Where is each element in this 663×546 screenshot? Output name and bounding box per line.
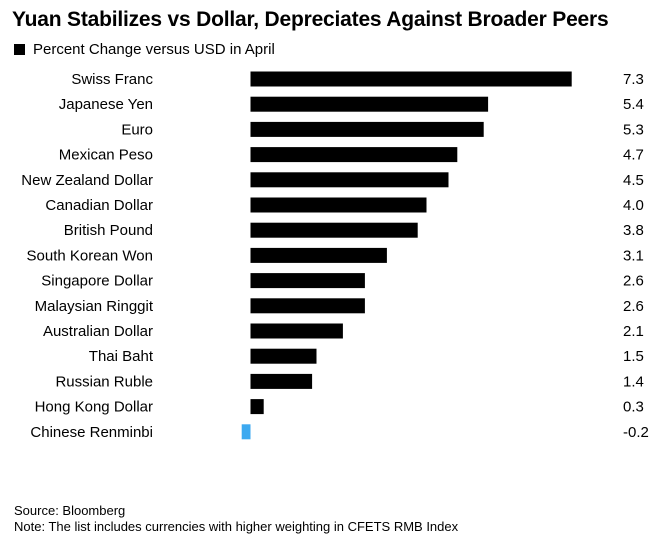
value-label-singapore-dollar: 2.6 [623, 273, 644, 290]
bar-japanese-yen [250, 96, 489, 112]
bar-singapore-dollar [250, 273, 365, 289]
category-label-russian-ruble: Russian Ruble [55, 373, 153, 390]
category-label-japanese-yen: Japanese Yen [59, 96, 153, 113]
bar-russian-ruble [250, 373, 313, 389]
value-label-japanese-yen: 5.4 [623, 96, 644, 113]
bar-south-korean-won [250, 247, 387, 263]
bar-euro [250, 121, 484, 137]
value-label-new-zealand-dollar: 4.5 [623, 172, 644, 189]
bar-swiss-franc [250, 71, 572, 87]
bar-thai-baht [250, 348, 317, 364]
category-label-british-pound: British Pound [64, 222, 153, 239]
value-label-euro: 5.3 [623, 121, 644, 138]
value-label-malaysian-ringgit: 2.6 [623, 298, 644, 315]
bar-hong-kong-dollar [250, 399, 264, 415]
source-note: Source: Bloomberg [14, 503, 126, 518]
category-label-singapore-dollar: Singapore Dollar [41, 273, 153, 290]
bar-australian-dollar [250, 323, 343, 339]
category-label-australian-dollar: Australian Dollar [43, 323, 153, 340]
bar-british-pound [250, 222, 418, 238]
category-label-canadian-dollar: Canadian Dollar [45, 197, 153, 214]
value-label-hong-kong-dollar: 0.3 [623, 399, 644, 416]
legend-label: Percent Change versus USD in April [33, 41, 275, 58]
category-label-swiss-franc: Swiss Franc [71, 71, 153, 88]
value-label-swiss-franc: 7.3 [623, 71, 644, 88]
legend: Percent Change versus USD in April [14, 41, 275, 58]
bar-new-zealand-dollar [250, 172, 449, 188]
chart-title: Yuan Stabilizes vs Dollar, Depreciates A… [12, 8, 609, 31]
value-label-chinese-renminbi: -0.2 [623, 424, 649, 441]
category-label-thai-baht: Thai Baht [89, 348, 154, 365]
value-label-south-korean-won: 3.1 [623, 247, 644, 264]
category-label-euro: Euro [121, 121, 153, 138]
bar-canadian-dollar [250, 197, 427, 213]
value-label-canadian-dollar: 4.0 [623, 197, 644, 214]
value-label-british-pound: 3.8 [623, 222, 644, 239]
bar-malaysian-ringgit [250, 298, 365, 314]
category-label-malaysian-ringgit: Malaysian Ringgit [35, 298, 154, 315]
value-label-russian-ruble: 1.4 [623, 373, 644, 390]
bar-chart: Swiss Franc 7.3 Japanese Yen 5.4 Euro 5.3 Mexi… [21, 71, 649, 441]
category-label-chinese-renminbi: Chinese Renminbi [30, 424, 153, 441]
category-label-new-zealand-dollar: New Zealand Dollar [21, 172, 153, 189]
footnote: Note: The list includes currencies with … [14, 519, 459, 534]
value-label-mexican-peso: 4.7 [623, 147, 644, 164]
legend-swatch [14, 44, 25, 55]
bar-mexican-peso [250, 147, 458, 163]
category-label-south-korean-won: South Korean Won [27, 247, 153, 264]
value-label-thai-baht: 1.5 [623, 348, 644, 365]
category-label-mexican-peso: Mexican Peso [59, 147, 153, 164]
bar-chinese-renminbi [241, 424, 251, 440]
category-label-hong-kong-dollar: Hong Kong Dollar [35, 399, 153, 416]
value-label-australian-dollar: 2.1 [623, 323, 644, 340]
